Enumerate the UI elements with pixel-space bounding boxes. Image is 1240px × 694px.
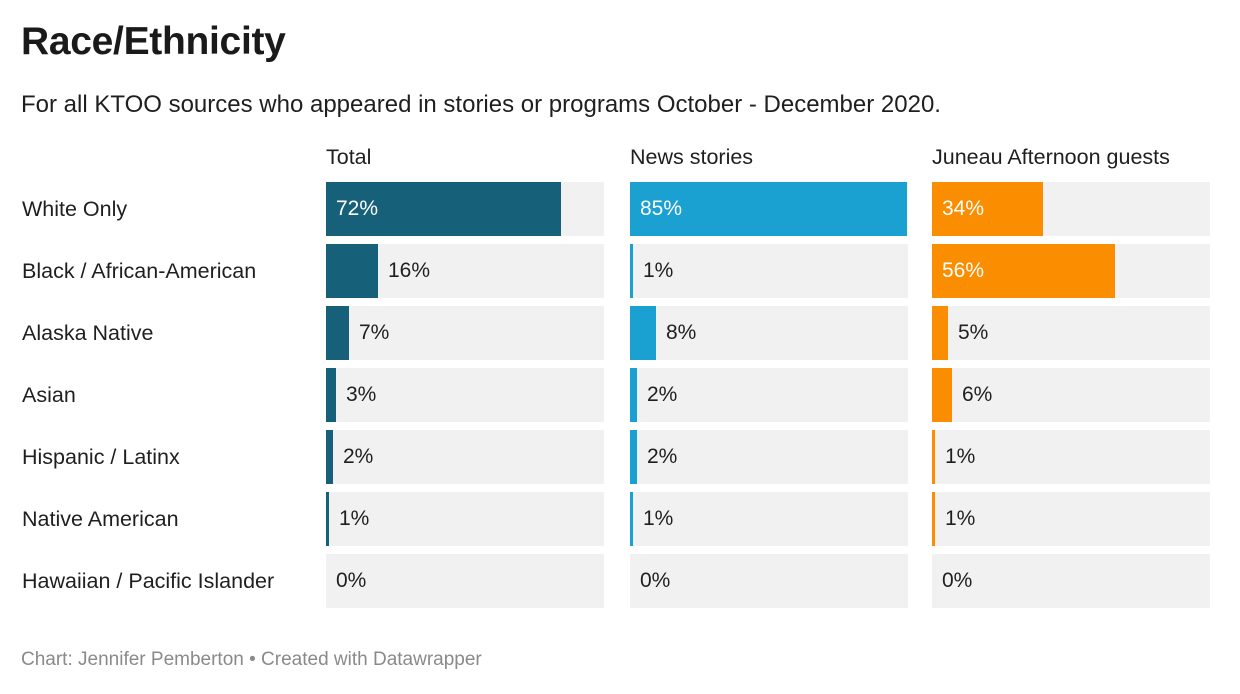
bar — [630, 492, 633, 546]
bar — [326, 182, 561, 236]
bar — [630, 368, 637, 422]
bar-value-label: 1% — [643, 507, 674, 530]
bar — [326, 492, 329, 546]
bar — [932, 368, 952, 422]
bar-track: 72% — [326, 182, 604, 236]
bar — [932, 492, 935, 546]
bar — [630, 244, 633, 298]
bar-value-label: 16% — [388, 259, 431, 282]
bar-track: 1% — [326, 492, 604, 546]
bar-track: 3% — [326, 368, 604, 422]
row-label: Hispanic / Latinx — [22, 445, 180, 469]
row-label: White Only — [22, 197, 128, 221]
column-header: Total — [326, 145, 372, 169]
bar-track: 1% — [932, 492, 1210, 546]
bar — [326, 306, 349, 360]
bar-value-label: 5% — [958, 321, 989, 344]
bar-track: 56% — [932, 244, 1210, 298]
bar-track: 85% — [630, 182, 908, 236]
bar-track: 34% — [932, 182, 1210, 236]
bar-track: 1% — [630, 244, 908, 298]
bar-value-label: 2% — [647, 383, 678, 406]
bar-value-label: 2% — [343, 445, 374, 468]
bar-track: 8% — [630, 306, 908, 360]
chart-title: Race/Ethnicity — [21, 20, 286, 63]
bar-value-label: 85% — [640, 197, 683, 220]
bar-value-label: 1% — [945, 445, 976, 468]
bar-value-label: 56% — [942, 259, 985, 282]
row-label: Alaska Native — [22, 321, 154, 345]
bar-value-label: 0% — [336, 569, 367, 592]
bar-track: 2% — [326, 430, 604, 484]
bar-track: 2% — [630, 430, 908, 484]
bar-value-label: 0% — [942, 569, 973, 592]
bar-value-label: 8% — [666, 321, 697, 344]
bar-track: 0% — [932, 554, 1210, 608]
bar-track: 6% — [932, 368, 1210, 422]
bar — [932, 430, 935, 484]
bar — [932, 182, 1043, 236]
bar-value-label: 3% — [346, 383, 377, 406]
bar-value-label: 1% — [643, 259, 674, 282]
column-header: Juneau Afternoon guests — [932, 145, 1170, 169]
bar-value-label: 7% — [359, 321, 390, 344]
column-header: News stories — [630, 145, 754, 169]
row-label: Asian — [22, 383, 76, 407]
bar — [326, 368, 336, 422]
row-label: Hawaiian / Pacific Islander — [22, 569, 275, 593]
bar — [630, 306, 656, 360]
bar-track: 5% — [932, 306, 1210, 360]
bar — [326, 244, 378, 298]
bar-value-label: 6% — [962, 383, 993, 406]
bar — [932, 306, 948, 360]
bar-value-label: 34% — [942, 197, 985, 220]
bar-track: 16% — [326, 244, 604, 298]
bar-value-label: 72% — [336, 197, 379, 220]
bar — [932, 244, 1115, 298]
bar-value-label: 0% — [640, 569, 671, 592]
bar — [630, 430, 637, 484]
bar-track: 0% — [326, 554, 604, 608]
chart-subtitle: For all KTOO sources who appeared in sto… — [21, 91, 941, 118]
bar-track: 1% — [630, 492, 908, 546]
bar-track: 2% — [630, 368, 908, 422]
row-label: Native American — [22, 507, 179, 531]
row-label: Black / African-American — [22, 259, 257, 283]
bar — [630, 182, 907, 236]
bar-value-label: 1% — [945, 507, 976, 530]
bar — [326, 430, 333, 484]
bar-track: 0% — [630, 554, 908, 608]
chart-footer: Chart: Jennifer Pemberton • Created with… — [21, 649, 482, 670]
bar-value-label: 2% — [647, 445, 678, 468]
bar-track: 1% — [932, 430, 1210, 484]
bar-value-label: 1% — [339, 507, 370, 530]
bar-track: 7% — [326, 306, 604, 360]
